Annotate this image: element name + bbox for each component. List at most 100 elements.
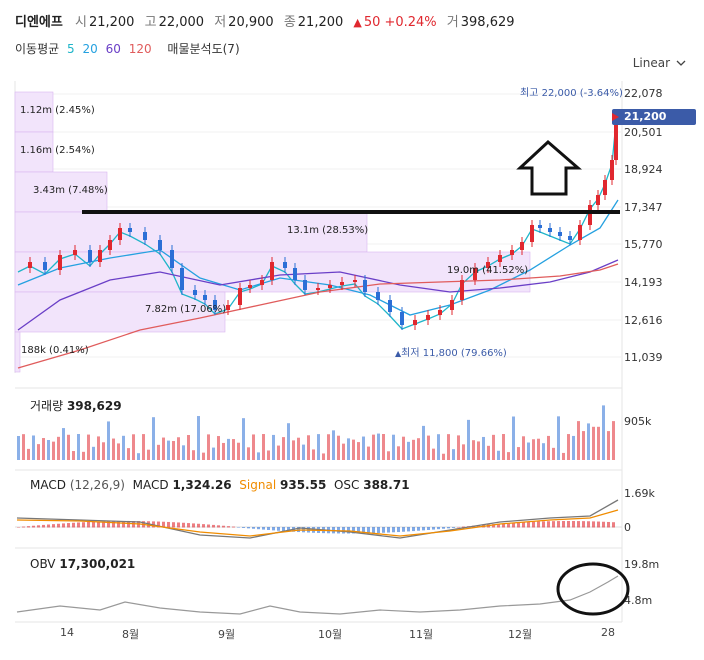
macd-histogram-bar <box>462 526 465 528</box>
volume-bar <box>157 444 160 460</box>
volume-bar <box>122 435 125 460</box>
ma60-line <box>17 259 619 331</box>
volume-bar <box>397 446 400 460</box>
candle-body <box>170 250 174 268</box>
price-axis-label: 14,193 <box>624 276 663 289</box>
volume-bar <box>272 434 275 460</box>
volume-bar <box>512 416 515 460</box>
volume-bar <box>432 448 435 460</box>
candle-body <box>426 315 430 320</box>
volume-bar <box>372 434 375 460</box>
volume-profile-bar <box>14 331 21 373</box>
macd-line <box>16 499 619 539</box>
volume-bar <box>612 421 615 460</box>
candle-body <box>203 295 207 300</box>
volume-profile-label[interactable]: 매물분석도(7) <box>167 42 240 56</box>
macd-histogram-bar <box>442 527 445 529</box>
volume-bar <box>47 440 50 460</box>
volume-bar <box>257 452 260 460</box>
volume-bar <box>207 434 210 460</box>
volume-profile-bar <box>14 291 226 333</box>
volume-bar <box>392 434 395 460</box>
change-value: 50 <box>363 15 381 30</box>
volume-bar <box>182 445 185 460</box>
candle-body <box>596 195 600 205</box>
volume-bar <box>427 435 430 460</box>
macd-histogram-bar <box>222 525 225 528</box>
macd-histogram-bar <box>377 527 380 533</box>
volume-bar <box>247 447 250 460</box>
volume-bar <box>332 430 335 460</box>
volume-bar <box>62 428 65 460</box>
ma-5: 5 <box>67 42 75 56</box>
volume-bar <box>502 434 505 460</box>
candle-body <box>73 250 77 255</box>
volume-bar <box>127 448 130 460</box>
macd-histogram-bar <box>232 526 235 528</box>
volume-bar <box>172 441 175 460</box>
volume-bar <box>472 440 475 460</box>
candle-body <box>226 305 230 310</box>
macd-histogram-bar <box>77 522 80 528</box>
candle-body <box>498 255 502 262</box>
ma-60: 60 <box>105 42 121 56</box>
obv-axis-top: 19.8m <box>624 558 660 571</box>
macd-histogram-bar <box>192 523 195 528</box>
max-price-label: 최고 22,000 (-3.64%) <box>520 88 623 99</box>
candle-body <box>118 228 122 240</box>
volume-bar <box>537 438 540 460</box>
volume-bar <box>572 435 575 460</box>
macd-histogram-bar <box>522 522 525 528</box>
macd-histogram-bar <box>587 521 590 528</box>
macd-histogram-bar <box>542 521 545 528</box>
macd-histogram-bar <box>557 521 560 528</box>
price-axis-label: 15,770 <box>624 238 663 251</box>
close-price: 21,200 <box>297 15 344 30</box>
candle-body <box>88 250 92 262</box>
macd-histogram-bar <box>197 523 200 528</box>
candle-body <box>58 255 62 270</box>
volume-bar <box>362 436 365 460</box>
macd-histogram-bar <box>187 523 190 528</box>
volume-bar <box>52 441 55 460</box>
macd-histogram-bar <box>287 527 290 532</box>
scale-selector[interactable]: Linear <box>633 56 686 70</box>
macd-histogram-bar <box>277 527 280 531</box>
candle-body <box>578 225 582 240</box>
macd-axis-top: 1.69k <box>624 487 655 500</box>
candle-body <box>363 280 367 292</box>
macd-histogram-bar <box>162 521 165 528</box>
volume-bar <box>92 446 95 460</box>
x-axis-label: 14 <box>60 626 74 639</box>
volume-bar <box>82 451 85 460</box>
volume-profile-label: 1.12m (2.45%) <box>20 105 95 116</box>
price-axis-label: 11,039 <box>624 351 663 364</box>
candle-body <box>614 118 618 160</box>
candle-body <box>293 268 297 280</box>
macd-histogram-bar <box>432 527 435 530</box>
moving-average-legend[interactable]: 이동평균 5 20 60 120 매물분석도(7) <box>15 40 244 57</box>
volume-bar <box>37 444 40 460</box>
obv-line <box>16 575 619 615</box>
candle-body <box>538 225 542 228</box>
macd-histogram-bar <box>602 521 605 528</box>
volume-profile-bar <box>14 211 368 253</box>
macd-histogram-bar <box>527 521 530 528</box>
macd-histogram-bar <box>272 527 275 531</box>
volume-bar <box>412 439 415 460</box>
volume-bar <box>22 434 25 460</box>
macd-histogram-bar <box>517 522 520 528</box>
signal-line <box>16 509 619 537</box>
volume-bar <box>382 434 385 460</box>
macd-histogram-bar <box>82 522 85 528</box>
macd-histogram-bar <box>182 522 185 528</box>
low-price: 20,900 <box>228 15 274 30</box>
volume-bar <box>342 443 345 460</box>
volume-bar <box>387 451 390 460</box>
macd-histogram-bar <box>352 527 355 534</box>
x-axis-label: 28 <box>601 626 615 639</box>
macd-histogram-bar <box>612 522 615 528</box>
macd-histogram-bar <box>262 527 265 530</box>
up-arrow-annotation <box>516 139 583 196</box>
